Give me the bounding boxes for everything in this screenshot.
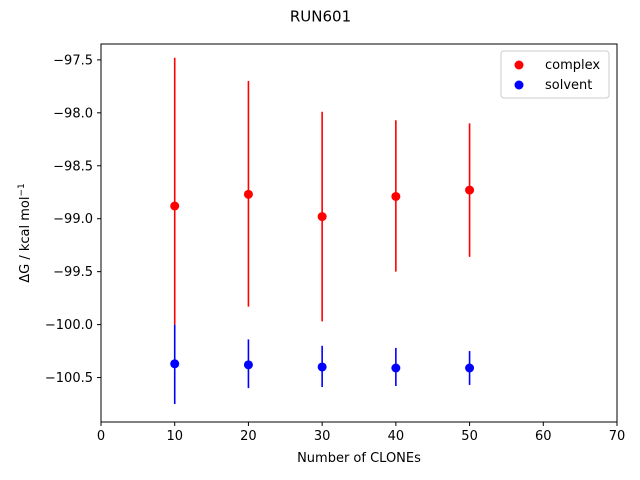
y-axis-title-sup: −1 [17,183,27,196]
legend-marker-solvent [514,80,524,90]
solvent-point [465,363,475,373]
complex-point [465,185,475,195]
complex-point [391,191,401,201]
plot-marks [170,57,475,404]
y-axis-title: ΔG / kcal mol−1 [17,183,33,283]
x-tick-label: 30 [314,429,331,444]
solvent-point [243,360,253,370]
legend-marker-complex [514,60,524,70]
x-tick-label: 10 [166,429,183,444]
y-tick-label: −100.5 [45,371,93,386]
x-axis: 0 10 20 30 40 50 60 70 [97,422,625,444]
x-tick-label: 70 [609,429,626,444]
y-tick-label: −97.5 [53,53,93,68]
legend: complex solvent [500,50,610,99]
y-tick-label: −100.0 [45,318,93,333]
chart-title: RUN601 [290,8,351,26]
complex-point [317,212,327,222]
y-tick-label: −99.0 [53,212,93,227]
y-tick-label: −98.5 [53,159,93,174]
complex-point [243,189,253,199]
x-tick-label: 20 [240,429,257,444]
x-axis-title: Number of CLONEs [297,451,421,466]
solvent-point [317,362,327,372]
legend-box [500,50,610,99]
y-tick-label: −99.5 [53,265,93,280]
complex-point [170,201,180,211]
legend-label-complex: complex [545,58,600,73]
y-axis-title-main: ΔG / kcal mol [18,197,33,283]
x-tick-label: 0 [97,429,105,444]
solvent-point [170,359,180,369]
x-tick-label: 40 [388,429,405,444]
x-tick-label: 50 [461,429,478,444]
plot-frame [100,43,618,423]
y-tick-label: −98.0 [53,106,93,121]
y-axis: −97.5 −98.0 −98.5 −99.0 −99.5 −100.0 −100.5 [45,53,101,386]
solvent-point [391,363,401,373]
legend-label-solvent: solvent [545,78,592,93]
x-tick-label: 60 [535,429,552,444]
